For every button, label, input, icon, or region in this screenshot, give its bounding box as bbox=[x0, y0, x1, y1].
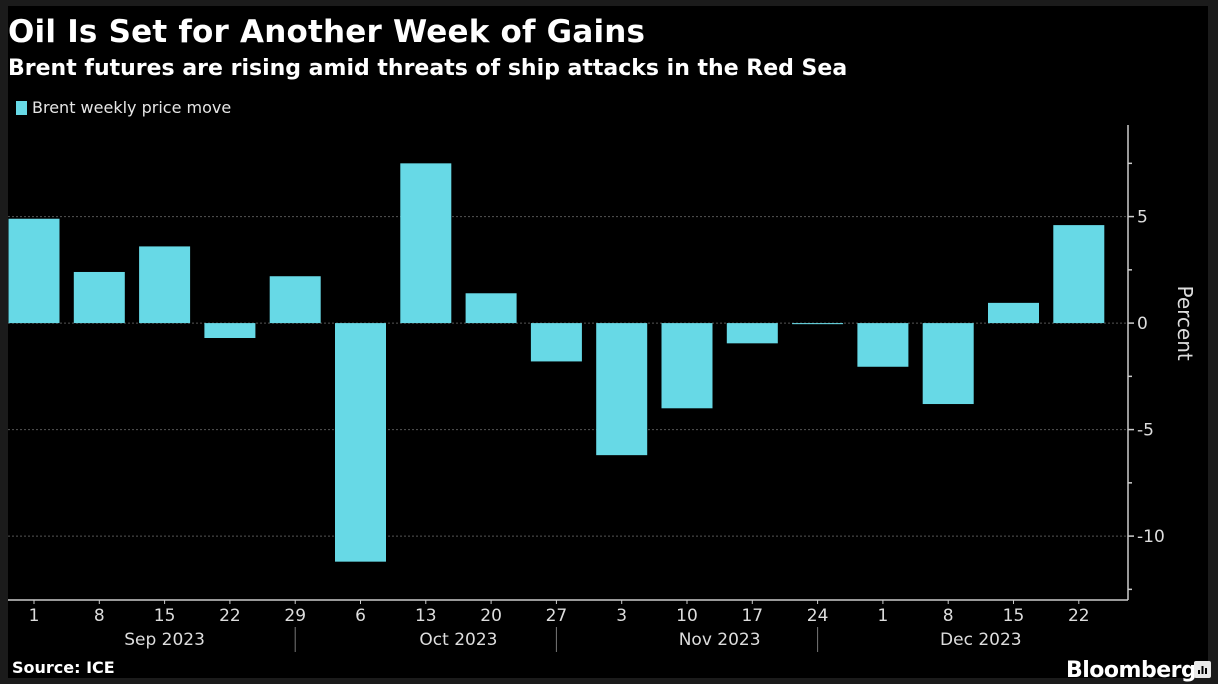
x-tick-label: 1 bbox=[877, 606, 888, 626]
bar bbox=[400, 163, 452, 324]
bar bbox=[204, 323, 256, 339]
bar bbox=[269, 276, 321, 324]
bar bbox=[661, 323, 713, 409]
x-tick-label: 20 bbox=[480, 606, 502, 626]
bloomberg-chart-icon bbox=[1194, 661, 1211, 678]
month-label: Sep 2023 bbox=[124, 630, 205, 650]
x-tick-label: 6 bbox=[355, 606, 366, 626]
y-tick-label: -10 bbox=[1137, 527, 1165, 547]
x-tick-label: 3 bbox=[616, 606, 627, 626]
bar bbox=[988, 302, 1039, 324]
y-tick-label: 0 bbox=[1137, 314, 1148, 334]
source-note: Source: ICE bbox=[12, 658, 115, 677]
x-tick-label: 8 bbox=[94, 606, 105, 626]
y-axis-label: Percent bbox=[1173, 285, 1197, 360]
x-tick-label: 13 bbox=[415, 606, 437, 626]
x-tick-label: 22 bbox=[1068, 606, 1090, 626]
month-label: Nov 2023 bbox=[679, 630, 761, 650]
legend-swatch bbox=[16, 100, 27, 115]
chart-title: Oil Is Set for Another Week of Gains bbox=[8, 14, 646, 50]
y-tick-label: 5 bbox=[1137, 208, 1148, 228]
bar bbox=[465, 293, 517, 324]
bar bbox=[726, 323, 778, 344]
bloomberg-logo: Bloomberg bbox=[1066, 658, 1197, 683]
bar bbox=[8, 218, 60, 324]
x-tick-label: 24 bbox=[807, 606, 829, 626]
bar bbox=[139, 246, 191, 324]
x-tick-label: 22 bbox=[219, 606, 241, 626]
x-tick-label: 10 bbox=[676, 606, 698, 626]
bar bbox=[857, 323, 909, 367]
month-label: Oct 2023 bbox=[419, 630, 497, 650]
chart-frame: Oil Is Set for Another Week of Gains Bre… bbox=[8, 6, 1211, 683]
x-axis: 1 8 15 22 29 6 13 20 27 3 10 17 24 1 8 15 22 Sep 2023 Oct … bbox=[8, 599, 1128, 652]
x-tick-label: 8 bbox=[943, 606, 954, 626]
x-tick-label: 1 bbox=[29, 606, 40, 626]
bar bbox=[1053, 225, 1105, 324]
chart-subtitle: Brent futures are rising amid threats of… bbox=[8, 56, 848, 81]
legend: Brent weekly price move bbox=[16, 98, 231, 117]
x-tick-label: 29 bbox=[284, 606, 306, 626]
bar bbox=[335, 323, 386, 562]
bar bbox=[792, 323, 844, 325]
bar bbox=[73, 271, 125, 324]
y-tick-label: -5 bbox=[1137, 421, 1154, 441]
x-tick-label: 15 bbox=[1003, 606, 1025, 626]
x-tick-label: 27 bbox=[546, 606, 568, 626]
x-tick-label: 15 bbox=[154, 606, 176, 626]
month-label: Dec 2023 bbox=[940, 630, 1022, 650]
bar bbox=[530, 323, 582, 362]
y-axis: 5 0 -5 -10 Percent bbox=[1127, 125, 1197, 600]
x-tick-label: 17 bbox=[741, 606, 763, 626]
bar bbox=[596, 323, 648, 456]
legend-label: Brent weekly price move bbox=[32, 98, 232, 117]
bars bbox=[8, 163, 1105, 562]
bar bbox=[922, 323, 974, 405]
